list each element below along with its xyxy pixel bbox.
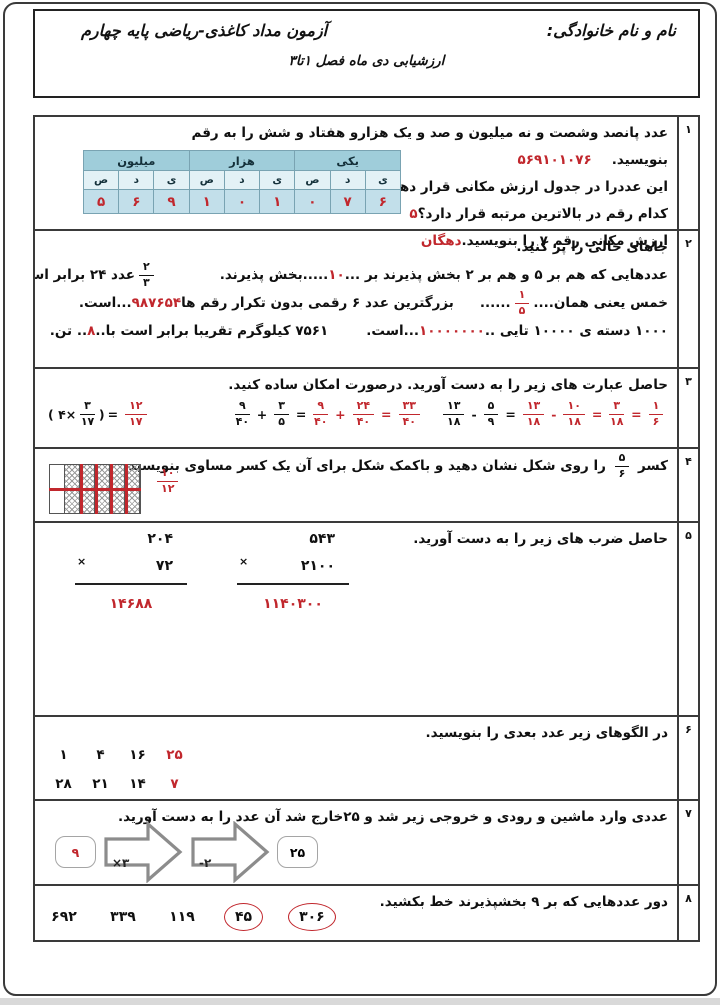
pv-group-ones: یکی <box>294 150 401 171</box>
page-outer-border <box>3 2 717 996</box>
question-2-row: ۲ جاهای خالی را پر کنید. عددهایی که هم ب… <box>35 231 698 369</box>
multiply-sign: × <box>77 555 87 568</box>
q8-number: ۳۳۹ <box>110 909 136 925</box>
q2-line1: عددهایی که هم بر ۵ و هم بر ۲ بخش پذیرند … <box>35 260 668 289</box>
q2-line2: خمس یعنی همان.... ۱ ۵...... بزرگترین عدد ۶… <box>78 288 668 317</box>
q6-pattern-2: ۲۸ ۲۱ ۱۴ ۷ <box>45 776 193 792</box>
right-arrow-icon <box>191 821 270 883</box>
question-5-number: ۵ <box>685 529 692 542</box>
pv-subheader-row: ص د ی ص د ی ص د ی <box>82 170 402 190</box>
questions-table: ۱ عدد پانصد وشصت و نه میلیون و صد و یک ه… <box>33 115 700 942</box>
multiplication-rule <box>237 583 349 585</box>
q1-line4: ارزش مکانی رقم ۷ را بنویسید.دهگان <box>420 233 668 249</box>
multiply-sign: × <box>239 555 249 568</box>
q2-answer-987654: ۹۸۷۶۵۴ <box>131 294 182 311</box>
q8-circled-number: ۳۰۶ <box>288 903 336 931</box>
question-3-number: ۳ <box>685 375 692 388</box>
question-8-row: ۸ دور عددهایی که بر ۹ بخشپذیرند خط بکشید… <box>35 886 698 940</box>
function-machine: ۹ ×۳ -۲ ۲۵ <box>55 821 318 883</box>
machine-input-box: ۹ <box>55 836 96 868</box>
q8-title: دور عددهایی که بر ۹ بخشپذیرند خط بکشید. <box>379 894 668 910</box>
q5-answer-14688: ۱۴۶۸۸ <box>109 596 153 612</box>
multiplication-204x72: ۲۰۴ × ۷۲ ۱۴۶۸۸ <box>75 531 187 612</box>
question-4-number: ۴ <box>685 455 692 468</box>
pv-group-millions: میلیون <box>83 150 190 171</box>
q1-line3: کدام رقم در بالاترین مرتبه قرار دارد؟۵ <box>409 206 668 222</box>
q1-answer-highest-digit: ۵ <box>409 206 418 222</box>
q6-title: در الگوهای زیر عدد بعدی را بنویسید. <box>425 725 668 741</box>
q4-equal-fraction-answer: ۱۰ ۱۲ <box>153 466 182 495</box>
q8-circled-number: ۴۵ <box>224 903 264 931</box>
question-5-row: ۵ حاصل ضرب های زیر را به دست آورید. ۵۴۳ … <box>35 523 698 717</box>
q5-title: حاصل ضرب های زیر را به دست آورید. <box>413 531 668 547</box>
q3-title: حاصل عبارت های زیر را به دست آورید. درصو… <box>228 377 668 393</box>
q5-answer-1140300: ۱۱۴۰۳۰۰ <box>263 596 323 612</box>
q3-add-answer: ۳۳ ۴۰ <box>398 399 420 428</box>
q8-number-list: ۶۹۲ ۳۳۹ ۱۱۹ ۴۵ ۳۰۶ <box>47 903 336 931</box>
q1-answer-place-value: دهگان <box>420 233 462 249</box>
q6-pattern-1-answer: ۲۵ <box>166 747 183 763</box>
exam-subtitle: ارزشیابی دی ماه فصل ۱تا۳ <box>288 53 445 69</box>
machine-step1-label: ×۳ <box>112 856 130 870</box>
q3-mul-answer: ۱۲ ۱۷ <box>125 399 147 428</box>
machine-step2-label: -۲ <box>199 856 212 870</box>
q1-line1: عدد پانصد وشصت و نه میلیون و صد و یک هزا… <box>191 125 669 168</box>
q8-number: ۶۹۲ <box>51 909 77 925</box>
q3-expression-multiplication: ( ۴× ۳ ۱۷ ) = ۱۲ ۱۷ <box>48 399 151 428</box>
place-value-table: میلیون هزار یکی ص د ی ص د ی ص د ی ۵ ۶ ۹ … <box>82 150 402 214</box>
pv-group-thousands: هزار <box>188 150 296 171</box>
machine-output-box: ۲۵ <box>277 836 318 868</box>
q7-title: عددی وارد ماشین و رودی و خروجی زیر شد و … <box>117 809 668 825</box>
q6-pattern-2-answer: ۷ <box>170 776 179 792</box>
question-6-number: ۶ <box>685 723 692 736</box>
q2-line3: ۱۰۰۰ دسته ی ۱۰۰۰۰ تایی .. ۱۰۰۰۰۰۰۰ ...است.… <box>45 318 668 345</box>
question-3-row: ۳ حاصل عبارت های زیر را به دست آورید. در… <box>35 369 698 449</box>
pv-values-row: ۵ ۶ ۹ ۱ ۰ ۱ ۰ ۷ ۶ <box>82 189 402 214</box>
exam-header: نام و نام خانوادگی: آزمون مداد کاغذی-ریا… <box>33 9 700 98</box>
q2-answer-10000000: ۱۰۰۰۰۰۰۰ <box>419 322 485 339</box>
question-6-row: ۶ در الگوهای زیر عدد بعدی را بنویسید. ۱ … <box>35 717 698 801</box>
q8-number: ۱۱۹ <box>169 909 195 925</box>
question-2-number: ۲ <box>685 237 692 250</box>
question-1-row: ۱ عدد پانصد وشصت و نه میلیون و صد و یک ه… <box>35 117 698 249</box>
q2-answer-8: ۸ <box>87 322 96 339</box>
exam-title: آزمون مداد کاغذی-ریاضی پایه چهارم <box>81 21 328 40</box>
question-8-number: ۸ <box>685 892 692 905</box>
question-7-number: ۷ <box>685 807 692 820</box>
multiplication-543x2100: ۵۴۳ × ۲۱۰۰ ۱۱۴۰۳۰۰ <box>237 531 349 612</box>
question-1-number: ۱ <box>685 123 692 136</box>
page-bottom-edge <box>0 998 720 1005</box>
machine-step-multiply-arrow: ×۳ <box>103 821 183 883</box>
multiplication-rule <box>75 583 187 585</box>
q1-line2: این عددرا در جدول ارزش مکانی قرار دهید. <box>381 179 668 195</box>
question-number-divider <box>677 117 679 940</box>
right-arrow-icon <box>104 821 183 883</box>
student-name-label: نام و نام خانوادگی: <box>546 21 676 40</box>
fraction-shape <box>49 464 141 514</box>
machine-step-subtract-arrow: -۲ <box>190 821 270 883</box>
q2-answer-10: ۱۰ <box>328 266 345 283</box>
question-7-row: ۷ عددی وارد ماشین و رودی و خروجی زیر شد … <box>35 801 698 886</box>
q6-pattern-1: ۱ ۴ ۱۶ ۲۵ <box>45 747 193 763</box>
q1-answer-number: ۵۶۹۱۰۱۰۷۶ <box>517 152 592 168</box>
q2-title: جاهای خالی را پر کنید. <box>516 239 668 255</box>
